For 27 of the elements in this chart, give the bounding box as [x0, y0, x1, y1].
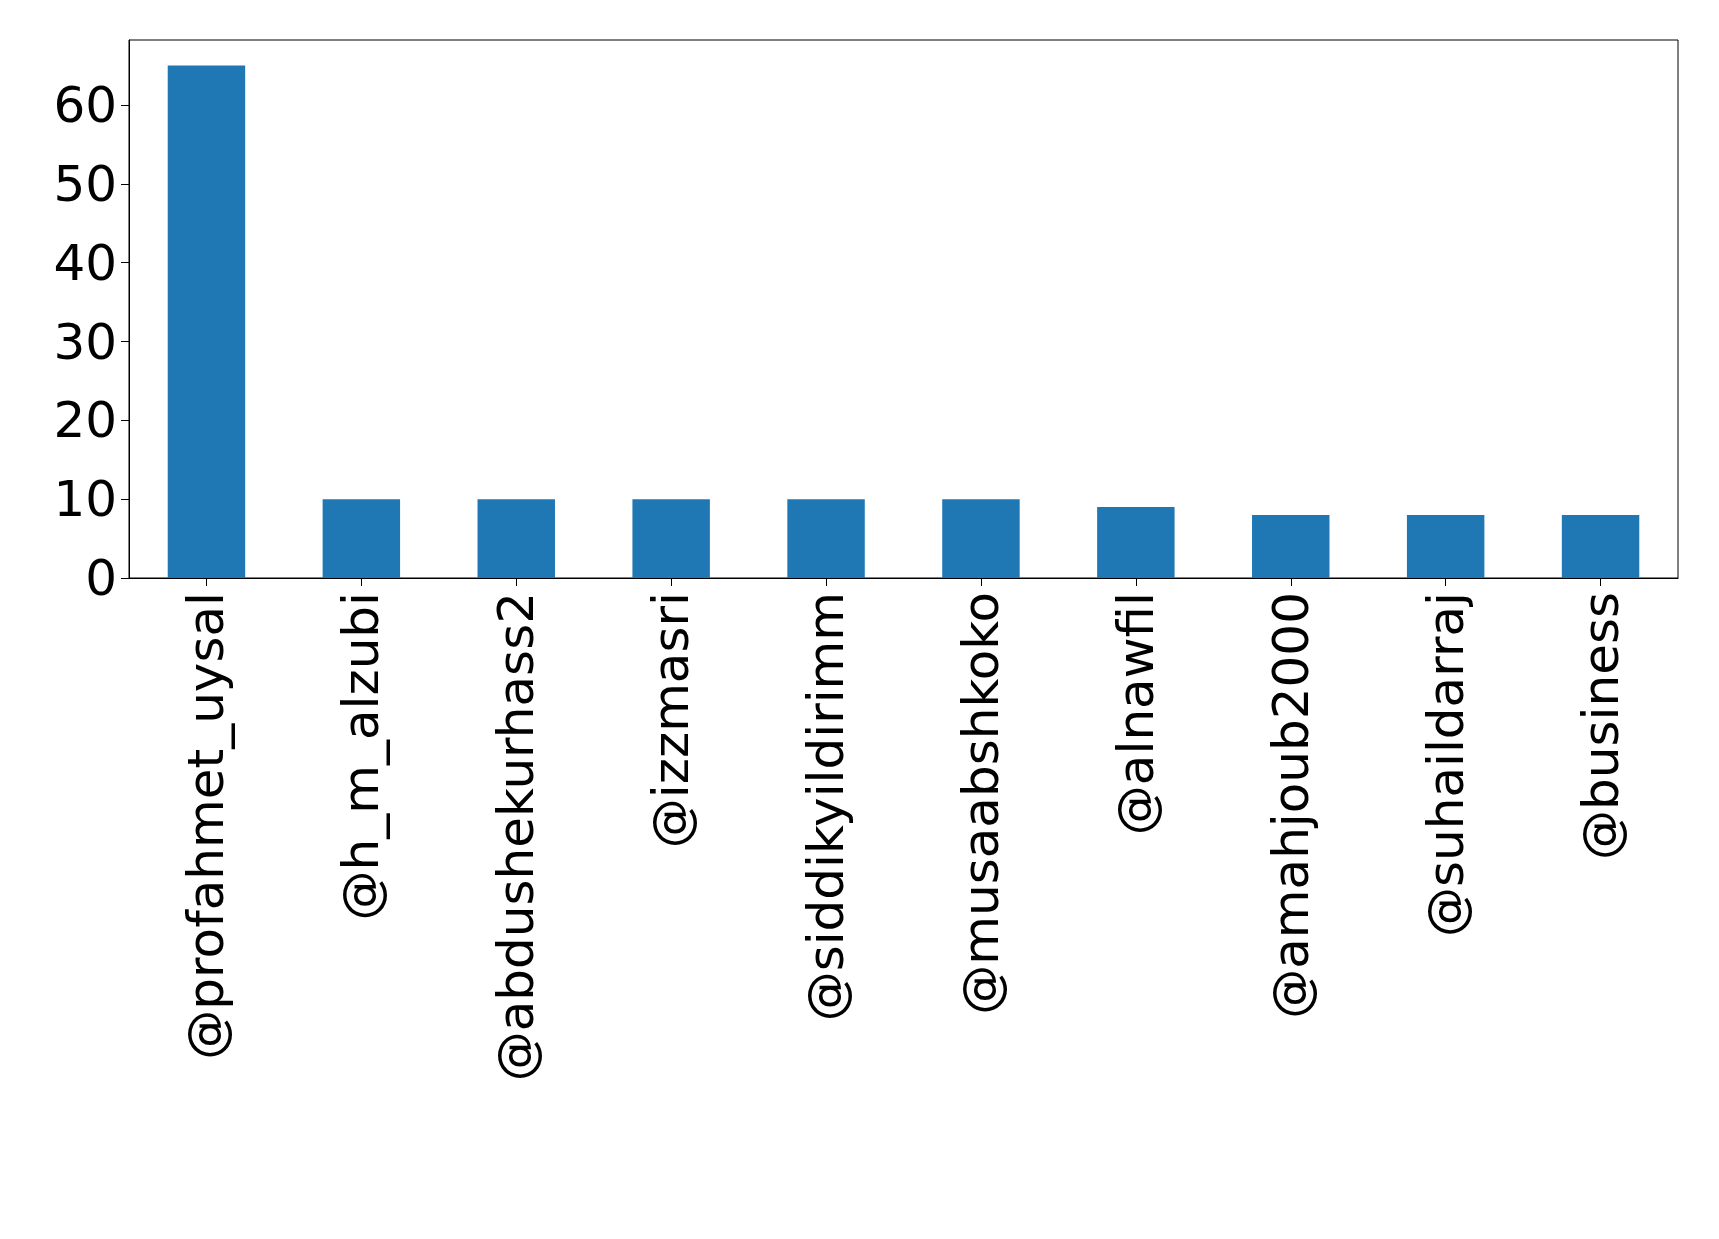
x-tick-label: @h_m_alzubi — [332, 592, 391, 921]
bar — [167, 65, 246, 578]
x-tick-label: @alnawfil — [1106, 592, 1165, 836]
bar — [1252, 514, 1330, 578]
bar — [942, 499, 1020, 578]
bar — [1097, 507, 1175, 578]
y-tick-label: 0 — [85, 549, 117, 607]
y-tick-label: 40 — [53, 233, 117, 292]
y-tick-label: 30 — [53, 312, 117, 371]
bar — [322, 499, 401, 578]
x-tick-label: @izzmasri — [642, 592, 701, 849]
y-tick-label: 60 — [53, 76, 117, 135]
bar — [477, 499, 555, 578]
x-tick-label: @profahmet_uysal — [177, 592, 236, 1060]
y-tick-label: 50 — [53, 154, 117, 213]
y-tick-label: 10 — [53, 470, 117, 529]
x-tick-label: @abdushekurhass2 — [487, 592, 546, 1082]
x-tick-label: @siddikyildirimm — [797, 592, 856, 1022]
bar — [1561, 514, 1640, 578]
x-tick-label: @amahjoub2000 — [1261, 592, 1320, 1019]
x-tick-label: @suhaildarraj — [1416, 592, 1475, 937]
x-tick-label: @musaabshkoko — [951, 592, 1010, 1015]
bar — [787, 499, 865, 578]
bar — [1406, 514, 1485, 578]
y-tick-label: 20 — [53, 391, 117, 450]
x-tick-label: @business — [1571, 592, 1630, 860]
bar — [632, 499, 710, 578]
